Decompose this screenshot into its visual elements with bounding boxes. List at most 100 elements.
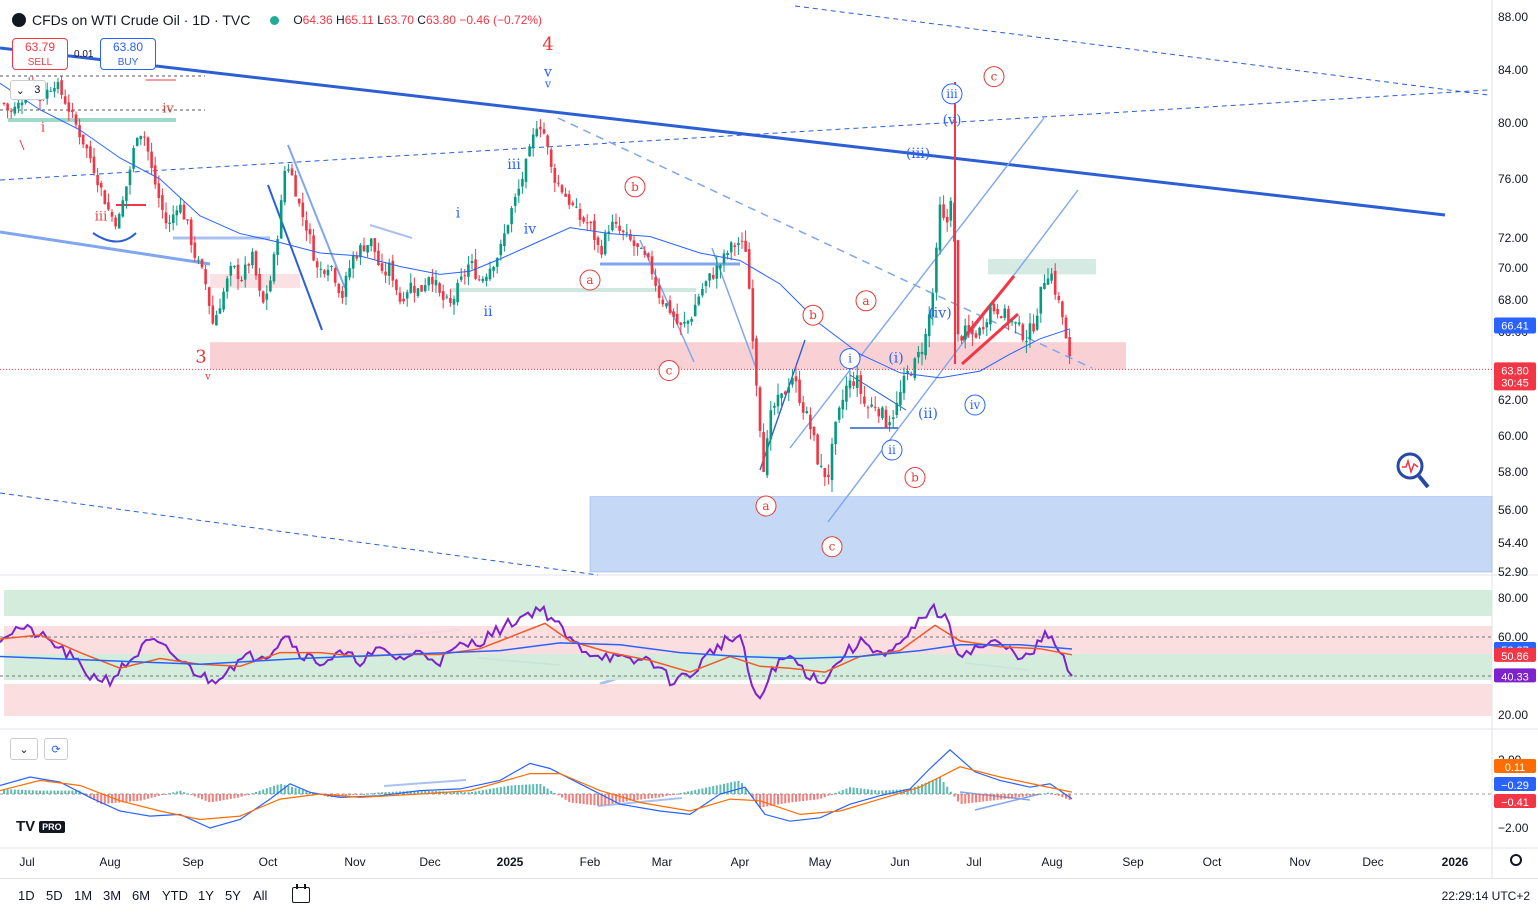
symbol-title[interactable]: CFDs on WTI Crude Oil · 1D · TVC: [32, 12, 251, 28]
range-1y-button[interactable]: 1Y: [198, 888, 214, 903]
candle-body: [157, 183, 161, 198]
candle-body: [60, 80, 63, 95]
macd-histogram-bar: [262, 789, 265, 794]
macd-histogram-bar: [975, 794, 977, 803]
macd-histogram-bar: [175, 791, 178, 794]
macd-histogram-bar: [42, 790, 45, 794]
macd-histogram-bar: [352, 794, 355, 796]
candle-body: [834, 421, 837, 445]
time-tick-label: Sep: [182, 855, 204, 869]
range-all-button[interactable]: All: [253, 888, 268, 903]
candle-body: [319, 268, 323, 270]
candle-body: [290, 168, 294, 176]
macd-histogram-bar: [633, 794, 635, 801]
macd-histogram-bar: [751, 794, 754, 798]
macd-histogram-bar: [215, 794, 218, 802]
macd-histogram-bar: [787, 794, 790, 803]
macd-collapse-button[interactable]: ⌄: [10, 738, 38, 760]
range-5d-button[interactable]: 5D: [46, 888, 63, 903]
macd-histogram-bar: [597, 794, 599, 806]
chevron-down-icon: ⌄: [15, 84, 25, 97]
macd-refresh-button[interactable]: ⟳: [44, 738, 68, 760]
macd-histogram-bar: [75, 790, 77, 794]
sell-button[interactable]: 63.79 SELL: [12, 38, 68, 70]
macd-histogram-bar: [121, 794, 124, 803]
candle-body: [344, 275, 348, 297]
macd-histogram-bar: [143, 794, 146, 800]
macd-histogram-bar: [625, 794, 628, 802]
macd-histogram-bar: [67, 790, 70, 794]
macd-histogram-bar: [10, 789, 13, 794]
candle-body: [143, 136, 146, 138]
candle-body: [701, 288, 704, 296]
candle-body: [654, 277, 657, 286]
candle-body: [351, 256, 355, 269]
candle-body: [585, 222, 589, 224]
macd-histogram-bar: [193, 794, 196, 797]
candle-body: [240, 279, 243, 281]
time-tick-label: Oct: [1203, 855, 1222, 869]
macd-histogram-bar: [1061, 794, 1064, 798]
range-ytd-button[interactable]: YTD: [162, 888, 188, 903]
candle-body: [755, 338, 758, 386]
candle-body: [456, 282, 459, 303]
candle-body: [416, 288, 420, 296]
candle-body: [359, 245, 362, 258]
wave-label: (iii): [906, 146, 930, 162]
range-3m-button[interactable]: 3M: [103, 888, 122, 903]
accent-zone: [988, 259, 1096, 275]
wave-circle: [624, 176, 646, 198]
macd-histogram-bar: [784, 794, 787, 804]
macd-histogram-bar: [154, 794, 157, 797]
candle-body: [427, 277, 431, 286]
macd-histogram-bar: [777, 794, 779, 805]
macd-histogram-bar: [341, 794, 344, 797]
candle-body: [733, 245, 737, 247]
macd-histogram-bar: [755, 794, 758, 803]
histogram-badge: [1494, 794, 1536, 808]
macd-badge: [1494, 777, 1536, 791]
candle-body: [657, 285, 661, 298]
dotted-channel-line: [794, 5, 1489, 96]
candle-body: [132, 148, 135, 169]
macd-histogram-bar: [841, 790, 844, 794]
macd-histogram-bar: [298, 788, 301, 794]
spread-value: 0.01: [74, 49, 94, 60]
range-1d-button[interactable]: 1D: [18, 888, 35, 903]
range-6m-button[interactable]: 6M: [132, 888, 151, 903]
range-1m-button[interactable]: 1M: [74, 888, 93, 903]
macd-histogram-bar: [208, 794, 211, 803]
candle-body: [89, 146, 92, 159]
ma-price-badge: [1494, 317, 1536, 334]
collapse-indicators-button[interactable]: ⌄ 3: [10, 80, 46, 100]
macd-histogram-bar: [57, 790, 59, 794]
macd-histogram-bar: [856, 788, 859, 794]
range-5y-button[interactable]: 5Y: [225, 888, 241, 903]
sell-label: SELL: [27, 57, 53, 68]
macd-histogram-bar: [197, 794, 200, 798]
clock[interactable]: 22:29:14 UTC+2: [1441, 889, 1530, 903]
macd-histogram-bar: [737, 780, 740, 794]
macd-histogram-bar: [676, 793, 679, 795]
candle-body: [1003, 308, 1007, 319]
candle-body: [13, 106, 17, 114]
time-tick-label: Jul: [19, 855, 34, 869]
candle-body: [481, 278, 485, 282]
macd-histogram-bar: [589, 794, 592, 805]
macd-histogram-bar: [172, 792, 175, 794]
candle-body: [881, 407, 884, 418]
macd-histogram-bar: [136, 794, 139, 802]
candle-body: [888, 422, 891, 426]
macd-histogram-bar: [823, 794, 826, 798]
settings-icon[interactable]: [1510, 854, 1522, 866]
candle-body: [485, 276, 488, 281]
candle-body: [582, 217, 585, 222]
macd-histogram-bar: [535, 783, 538, 794]
macd-histogram-bar: [568, 794, 571, 803]
macd-histogram-bar: [870, 789, 873, 794]
candle-body: [683, 321, 686, 324]
buy-button[interactable]: 63.80 BUY: [100, 38, 156, 70]
rsi-ma-badge-text: 50.86: [1501, 651, 1529, 663]
calendar-icon[interactable]: [292, 884, 310, 903]
candle-body: [639, 248, 643, 250]
